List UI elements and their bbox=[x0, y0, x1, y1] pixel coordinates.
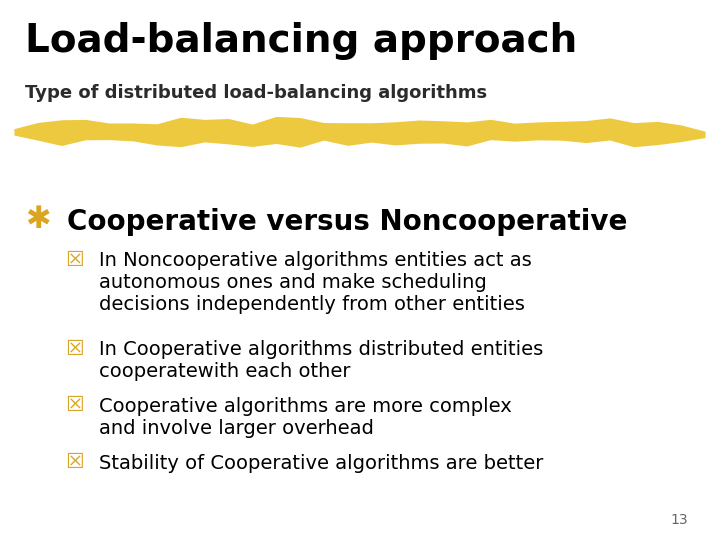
Text: ☒: ☒ bbox=[65, 452, 84, 472]
Text: Cooperative algorithms are more complex
and involve larger overhead: Cooperative algorithms are more complex … bbox=[99, 397, 512, 438]
Text: ☒: ☒ bbox=[65, 249, 84, 269]
Text: ☒: ☒ bbox=[65, 395, 84, 415]
Text: In Noncooperative algorithms entities act as
autonomous ones and make scheduling: In Noncooperative algorithms entities ac… bbox=[99, 251, 532, 314]
Text: 13: 13 bbox=[670, 512, 688, 526]
Text: Cooperative versus Noncooperative: Cooperative versus Noncooperative bbox=[67, 208, 627, 236]
Text: Type of distributed load-balancing algorithms: Type of distributed load-balancing algor… bbox=[25, 84, 487, 102]
Text: Stability of Cooperative algorithms are better: Stability of Cooperative algorithms are … bbox=[99, 454, 544, 472]
Text: ☒: ☒ bbox=[65, 339, 84, 359]
Text: Load-balancing approach: Load-balancing approach bbox=[25, 22, 577, 59]
Polygon shape bbox=[14, 117, 706, 147]
Text: In Cooperative algorithms distributed entities
cooperatewith each other: In Cooperative algorithms distributed en… bbox=[99, 340, 544, 381]
Text: ✱: ✱ bbox=[25, 205, 50, 234]
